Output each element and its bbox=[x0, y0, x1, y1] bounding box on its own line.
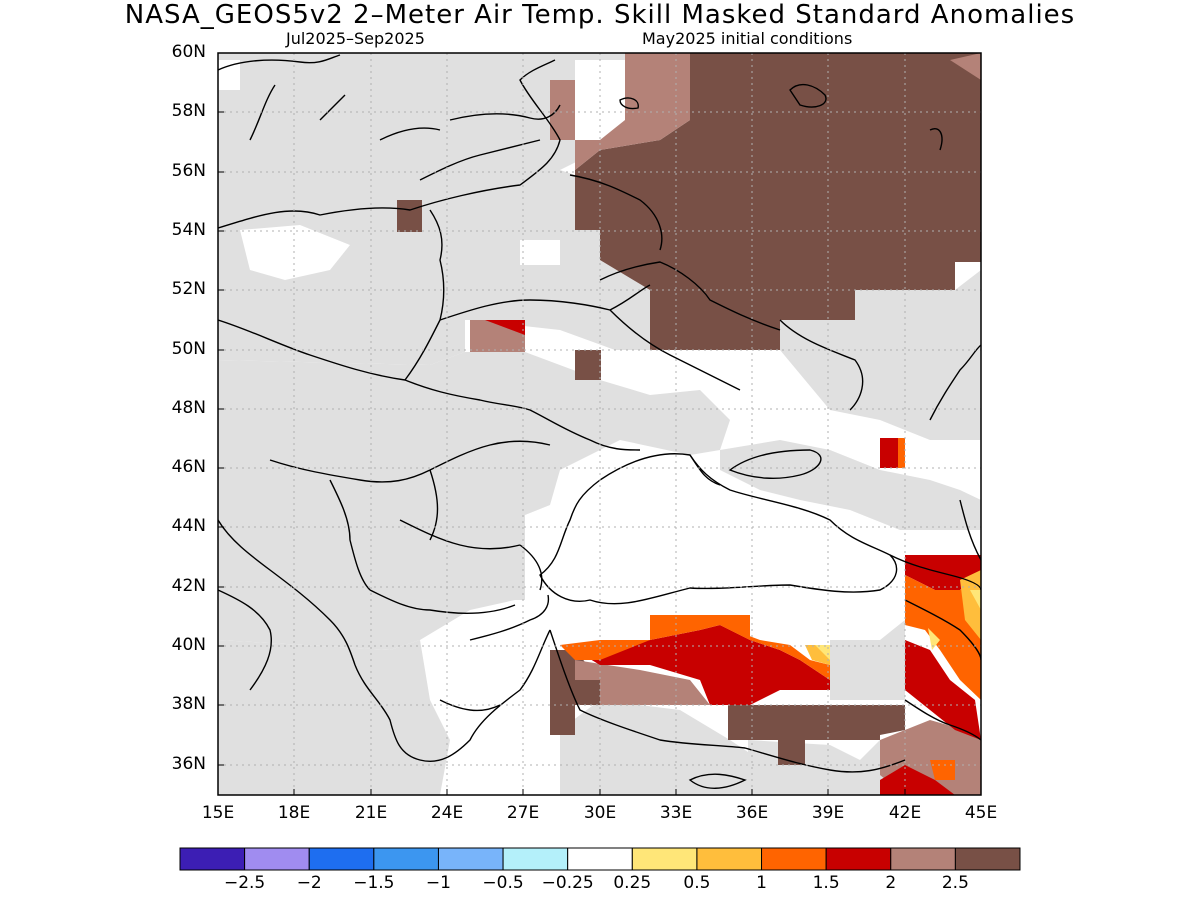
lon-label: 21E bbox=[354, 803, 388, 823]
lon-label: 30E bbox=[583, 803, 617, 823]
anomaly-1 bbox=[560, 438, 981, 780]
lat-label: 58N bbox=[171, 101, 206, 121]
colorbar-label: −2.5 bbox=[223, 873, 266, 893]
colorbar-swatch bbox=[825, 847, 892, 871]
colorbar-label: 0.25 bbox=[613, 873, 652, 893]
lon-label: 39E bbox=[811, 803, 845, 823]
forecast-period: Jul2025–Sep2025 bbox=[286, 29, 425, 48]
colorbar-label: 1 bbox=[756, 873, 767, 893]
colorbar-swatch bbox=[567, 847, 633, 871]
colorbar-swatch bbox=[890, 847, 956, 871]
colorbar-swatch bbox=[696, 847, 763, 871]
lat-label: 54N bbox=[171, 220, 206, 240]
initial-conditions: May2025 initial conditions bbox=[642, 29, 853, 48]
colorbar-swatch bbox=[244, 847, 310, 871]
lat-label: 44N bbox=[171, 516, 206, 536]
colorbar-label: 1.5 bbox=[812, 873, 840, 893]
lat-label: 56N bbox=[171, 161, 206, 181]
colorbar-label: −1.5 bbox=[353, 873, 395, 893]
lat-label: 42N bbox=[171, 576, 206, 596]
lat-label: 48N bbox=[171, 398, 206, 418]
lat-label: 52N bbox=[171, 279, 206, 299]
lon-label: 15E bbox=[201, 803, 235, 823]
colorbar-label: 2 bbox=[885, 873, 897, 893]
colorbar-label: −0.5 bbox=[482, 873, 524, 893]
lat-label: 46N bbox=[171, 457, 206, 477]
lat-label: 40N bbox=[171, 635, 206, 655]
colorbar bbox=[179, 847, 1021, 871]
colorbar-swatch bbox=[502, 847, 569, 871]
colorbar-swatch bbox=[308, 847, 375, 871]
colorbar-label: −0.25 bbox=[541, 873, 594, 893]
lat-label: 36N bbox=[171, 754, 206, 774]
lon-label: 45E bbox=[964, 803, 998, 823]
colorbar-swatch bbox=[179, 847, 246, 871]
lon-label: 24E bbox=[430, 803, 464, 823]
coastlines bbox=[218, 54, 981, 789]
colorbar-label: 2.5 bbox=[941, 873, 969, 893]
lat-label: 50N bbox=[171, 339, 206, 359]
map-body bbox=[218, 53, 981, 795]
lon-label: 27E bbox=[506, 803, 540, 823]
colorbar-swatch bbox=[631, 847, 698, 871]
lat-label: 38N bbox=[171, 694, 206, 714]
lon-label: 18E bbox=[277, 803, 311, 823]
lon-label: 33E bbox=[659, 803, 693, 823]
lon-label: 36E bbox=[735, 803, 769, 823]
masked-land bbox=[218, 53, 981, 795]
lat-label: 60N bbox=[171, 42, 206, 62]
colorbar-swatch bbox=[437, 847, 504, 871]
colorbar-label: −1 bbox=[425, 873, 451, 893]
map-title: NASA_GEOS5v2 2–Meter Air Temp. Skill Mas… bbox=[124, 0, 1076, 30]
colorbar-swatch bbox=[373, 847, 439, 871]
axis-ticks bbox=[217, 52, 982, 795]
grid-lines bbox=[218, 53, 981, 795]
colorbar-swatch bbox=[954, 847, 1021, 871]
colorbar-swatch bbox=[761, 847, 827, 871]
lon-label: 42E bbox=[888, 803, 922, 823]
colorbar-label: −2 bbox=[296, 873, 322, 893]
colorbar-label: 0.5 bbox=[683, 873, 711, 893]
